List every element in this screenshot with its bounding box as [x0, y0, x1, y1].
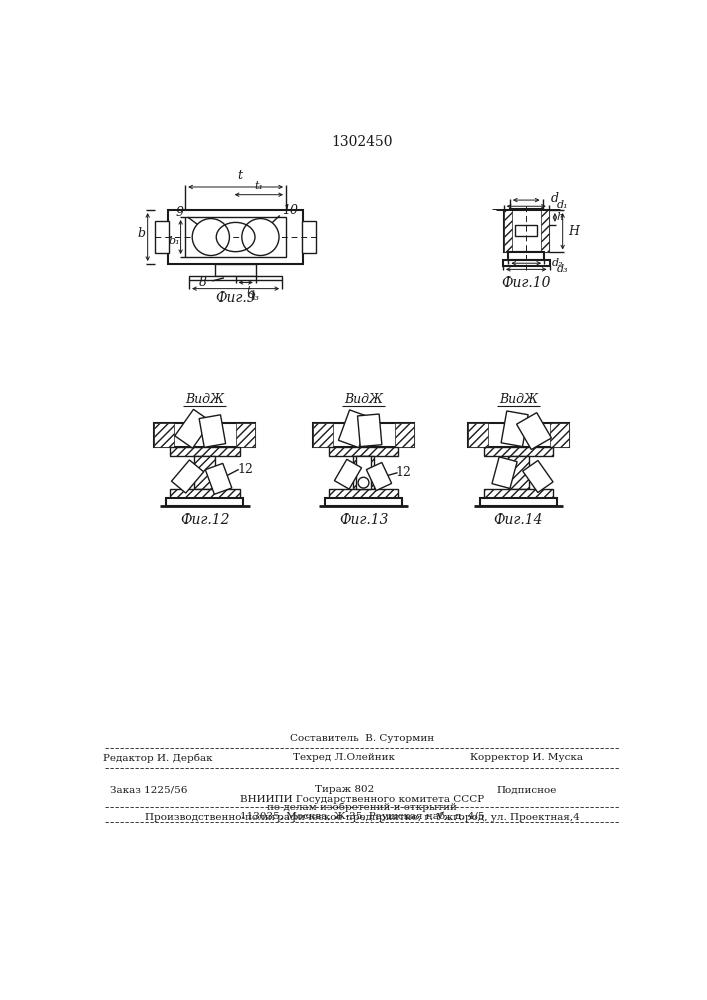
Text: b₁: b₁: [168, 236, 180, 246]
Bar: [329, 489, 398, 498]
Text: 1302450: 1302450: [331, 135, 392, 149]
Text: Редактор И. Дербак: Редактор И. Дербак: [103, 753, 213, 763]
Text: ВидЖ: ВидЖ: [185, 393, 224, 406]
Text: h: h: [556, 212, 563, 222]
Bar: [313, 423, 414, 447]
Text: b: b: [137, 227, 146, 240]
Bar: [170, 447, 240, 456]
Bar: [185, 217, 286, 257]
Text: Заказ 1225/56: Заказ 1225/56: [110, 785, 187, 794]
Bar: [484, 489, 554, 498]
Bar: [468, 423, 569, 447]
Text: 12: 12: [396, 466, 411, 479]
Text: d₂: d₂: [552, 258, 563, 268]
Polygon shape: [175, 409, 211, 448]
Text: Производственно-полиграфическое предприятие, г. Ужгород, ул. Проектная,4: Производственно-полиграфическое предприя…: [144, 813, 579, 822]
Bar: [166, 498, 243, 506]
Text: Фиг.13: Фиг.13: [339, 513, 388, 527]
Text: d₁: d₁: [556, 200, 568, 210]
Bar: [325, 498, 402, 506]
Text: ВНИИПИ Государственного комитета СССР: ВНИИПИ Государственного комитета СССР: [240, 795, 484, 804]
Text: 9: 9: [176, 206, 184, 219]
Text: Фиг.10: Фиг.10: [501, 276, 551, 290]
Polygon shape: [501, 411, 528, 447]
Text: d₃: d₃: [557, 264, 569, 274]
Bar: [504, 210, 549, 252]
Bar: [189, 276, 282, 280]
Text: t₁: t₁: [255, 181, 264, 191]
Bar: [154, 423, 255, 447]
Polygon shape: [492, 457, 517, 488]
Polygon shape: [334, 459, 361, 489]
Bar: [504, 210, 512, 252]
Bar: [154, 423, 174, 447]
Bar: [216, 264, 256, 276]
Polygon shape: [205, 463, 232, 494]
Polygon shape: [522, 460, 553, 493]
Text: Техред Л.Олейник: Техред Л.Олейник: [293, 753, 395, 762]
Text: H: H: [568, 225, 579, 238]
Bar: [503, 260, 549, 266]
Polygon shape: [199, 415, 226, 447]
Bar: [480, 498, 557, 506]
Bar: [194, 456, 216, 489]
Text: 12: 12: [237, 463, 253, 476]
Text: Фиг.14: Фиг.14: [493, 513, 543, 527]
Text: t₃: t₃: [250, 292, 259, 302]
Bar: [508, 456, 530, 489]
Bar: [313, 423, 332, 447]
Bar: [510, 209, 542, 223]
Bar: [168, 210, 303, 264]
Bar: [541, 210, 549, 252]
Text: Тираж 802: Тираж 802: [315, 785, 374, 794]
Text: t₂: t₂: [247, 286, 256, 296]
Bar: [395, 423, 414, 447]
Text: ВидЖ: ВидЖ: [344, 393, 383, 406]
Bar: [484, 447, 554, 456]
Text: Подписное: Подписное: [496, 785, 556, 794]
Circle shape: [242, 219, 279, 256]
Polygon shape: [517, 413, 551, 450]
Text: 10: 10: [282, 204, 298, 217]
Bar: [549, 423, 569, 447]
Bar: [156, 221, 170, 253]
Text: 113035, Москва, Ж-35, Раушская наб., д. 4/5: 113035, Москва, Ж-35, Раушская наб., д. …: [240, 811, 484, 821]
Bar: [329, 447, 398, 456]
Bar: [356, 456, 371, 489]
Text: ВидЖ: ВидЖ: [499, 393, 538, 406]
Text: Составитель  В. Сутормин: Составитель В. Сутормин: [290, 734, 434, 743]
Bar: [170, 489, 240, 498]
Polygon shape: [339, 410, 370, 448]
Text: t: t: [237, 169, 242, 182]
Text: Корректор И. Муска: Корректор И. Муска: [469, 753, 583, 762]
Text: Фиг.9: Фиг.9: [216, 291, 256, 305]
Text: d: d: [550, 192, 559, 205]
Circle shape: [192, 219, 230, 256]
Bar: [302, 221, 316, 253]
Bar: [508, 252, 544, 260]
Polygon shape: [358, 414, 382, 447]
Polygon shape: [366, 462, 392, 491]
Bar: [515, 225, 537, 235]
Text: по делам изобретений и открытий: по делам изобретений и открытий: [267, 803, 457, 812]
Circle shape: [358, 477, 369, 488]
Polygon shape: [172, 460, 204, 493]
Text: Фиг.12: Фиг.12: [180, 513, 229, 527]
Text: 8: 8: [199, 276, 207, 289]
Bar: [235, 423, 255, 447]
Bar: [353, 456, 374, 489]
Bar: [468, 423, 488, 447]
